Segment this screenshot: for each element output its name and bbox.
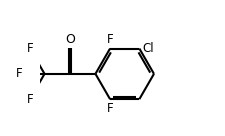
Text: F: F	[106, 33, 113, 46]
Text: F: F	[27, 93, 33, 106]
Text: O: O	[65, 33, 75, 46]
Text: Cl: Cl	[141, 42, 153, 55]
Text: F: F	[27, 41, 33, 55]
Text: F: F	[106, 102, 113, 115]
Text: F: F	[16, 67, 22, 80]
